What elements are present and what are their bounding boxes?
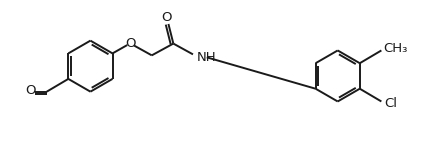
Text: O: O bbox=[125, 37, 135, 50]
Text: O: O bbox=[161, 11, 172, 24]
Text: O: O bbox=[25, 84, 35, 97]
Text: NH: NH bbox=[197, 51, 217, 64]
Text: CH₃: CH₃ bbox=[383, 42, 408, 55]
Text: Cl: Cl bbox=[385, 97, 397, 110]
